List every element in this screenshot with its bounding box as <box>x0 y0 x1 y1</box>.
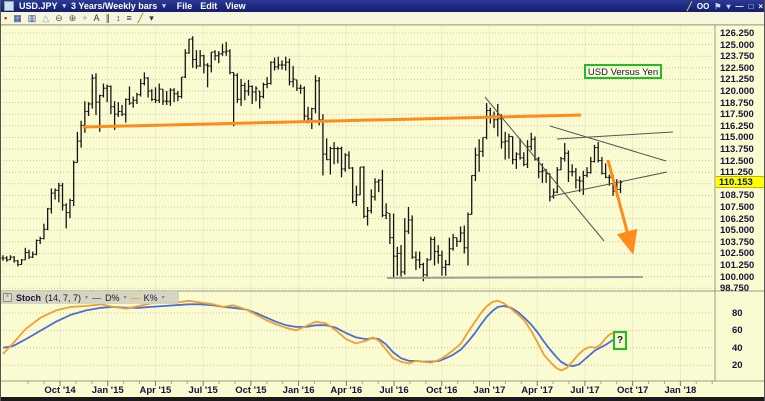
price-label: 107.500 <box>720 202 755 213</box>
date-label: Apr '16 <box>330 385 363 396</box>
zoom-out-icon[interactable]: ⊖ <box>55 12 63 23</box>
bar-width-icon[interactable]: ∥ <box>105 12 111 23</box>
price-label: 101.250 <box>720 260 755 271</box>
tools-caret-icon[interactable]: ▾ <box>149 12 154 23</box>
price-label: 112.500 <box>720 155 754 167</box>
downtrend-line[interactable] <box>484 96 605 242</box>
menu-bar: File Edit View <box>177 1 246 11</box>
price-label: 98.750 <box>720 283 750 295</box>
menu-edit[interactable]: Edit <box>200 1 218 11</box>
price-label: 116.250 <box>720 120 754 132</box>
wedge-upper-line[interactable] <box>556 131 674 140</box>
zoom-in-icon[interactable]: ⊕ <box>68 12 77 23</box>
question-annotation[interactable]: ? <box>613 331 627 350</box>
price-label: 115.000 <box>720 132 754 144</box>
date-label: Jul '17 <box>570 385 600 396</box>
minimize-button[interactable]: — <box>735 1 744 11</box>
toolbar: ▪ ▦ ▥ △ ⊖ ⊕ + A ∥ ↕ ≡ ╱ ▾ <box>1 12 764 25</box>
annotate-text-icon[interactable]: A <box>93 12 100 23</box>
price-label: 126.250 <box>720 28 755 39</box>
grid-icon[interactable]: ≡ <box>126 12 132 23</box>
window-bottom-edge <box>1 397 764 401</box>
date-label: Oct '16 <box>426 385 458 396</box>
date-label: Oct '14 <box>44 385 76 396</box>
date-label: Oct '17 <box>616 385 649 396</box>
d-line-caret-icon[interactable]: ▾ <box>123 295 127 301</box>
app-icon <box>4 1 14 11</box>
price-label: 122.500 <box>720 62 755 74</box>
stoch-axis-label: 60 <box>732 325 743 337</box>
price-label: 118.750 <box>720 97 754 109</box>
pointer-icon[interactable]: △ <box>42 12 50 23</box>
bar-style-icon[interactable]: ↕ <box>116 12 121 23</box>
date-label: Jan '17 <box>473 385 506 396</box>
price-label: 103.750 <box>720 236 755 248</box>
annotate-pencil-icon[interactable]: ╱ <box>687 1 692 11</box>
price-label: 113.750 <box>720 144 754 155</box>
draw-tools-icon[interactable]: ╱ <box>137 12 144 23</box>
stoch-caret-icon[interactable]: ▾ <box>85 295 89 301</box>
date-label: Apr '17 <box>521 385 554 396</box>
price-label: 121.250 <box>720 74 755 86</box>
horizontal-support-line[interactable] <box>386 276 644 279</box>
date-label: Jan '15 <box>91 385 124 396</box>
price-label: 117.500 <box>720 109 754 121</box>
d-line-label: D% <box>105 292 120 303</box>
price-label: 105.000 <box>720 225 755 237</box>
maximize-button[interactable]: □ <box>748 1 754 11</box>
date-label: Apr '15 <box>139 385 172 396</box>
symbol-title[interactable]: USD.JPY <box>19 1 58 11</box>
chart-type-icon[interactable]: ▦ <box>13 12 22 23</box>
menu-view[interactable]: View <box>225 1 246 11</box>
date-label: Jan '16 <box>282 385 315 396</box>
price-label: 102.500 <box>720 248 755 260</box>
stoch-panel-header: ≡ Stoch (14, 7, 7) ▾ — D% ▾ — K% ▾ <box>1 291 179 304</box>
date-label: Jul '16 <box>379 385 409 396</box>
price-label: 111.250 <box>720 167 754 179</box>
price-label: 120.000 <box>720 86 755 97</box>
flag-icon[interactable]: ⚑ <box>714 1 722 11</box>
k-line-swatch: — <box>130 292 140 303</box>
crosshair-icon[interactable]: + <box>82 12 88 23</box>
panel-resize-handle[interactable]: ≡ <box>3 293 12 302</box>
price-label: 100.000 <box>720 271 755 283</box>
k-line-label: K% <box>143 292 158 303</box>
wedge-lower-line[interactable] <box>551 171 668 197</box>
stoch-title: Stoch <box>16 292 42 303</box>
price-label: 108.750 <box>720 190 755 202</box>
wedge-mid-line[interactable] <box>549 125 667 162</box>
window-controls: ╱ OO ⚑ ▾ — □ × <box>687 2 763 11</box>
price-label: 125.000 <box>720 39 755 51</box>
period-title[interactable]: 3 Years/Weekly bars <box>71 1 158 11</box>
stoch-axis-label: 20 <box>732 360 743 372</box>
stoch-d-line <box>2 303 614 368</box>
k-line-caret-icon[interactable]: ▾ <box>161 295 165 301</box>
date-label: Jul '15 <box>188 385 218 396</box>
symbol-caret-icon[interactable]: ▾ <box>62 3 67 10</box>
stop-icon[interactable]: ▪ <box>4 12 8 23</box>
bar-chart-icon[interactable]: ▥ <box>27 12 37 23</box>
link-windows-icon[interactable]: OO <box>696 1 710 11</box>
price-label: 123.750 <box>720 51 755 63</box>
menu-file[interactable]: File <box>176 1 193 11</box>
stoch-params: (14, 7, 7) <box>45 292 82 303</box>
date-label: Oct '15 <box>235 385 267 396</box>
resistance-trendline[interactable] <box>82 113 582 129</box>
current-price-tag: 110.153 <box>716 176 764 188</box>
usd-versus-yen-label[interactable]: USD Versus Yen <box>584 64 662 79</box>
projection-arrow[interactable] <box>606 159 638 255</box>
date-label: Jan '18 <box>664 385 697 396</box>
stoch-axis-label: 40 <box>732 342 743 354</box>
close-button[interactable]: × <box>758 1 763 11</box>
price-label: 106.250 <box>720 213 755 225</box>
d-line-swatch: — <box>92 292 102 303</box>
stoch-axis-label: 80 <box>732 308 743 319</box>
titlebar[interactable]: USD.JPY ▾ 3 Years/Weekly bars ▾ File Edit… <box>1 0 764 12</box>
period-caret-icon[interactable]: ▾ <box>162 3 166 10</box>
flag-caret-icon[interactable]: ▾ <box>726 1 731 11</box>
